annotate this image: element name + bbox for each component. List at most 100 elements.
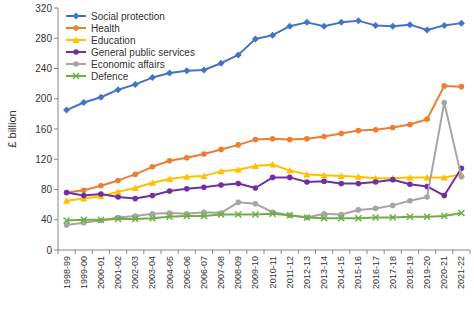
x-tick-label: 2012-13 bbox=[302, 256, 312, 289]
legend: Social protectionHealthEducationGeneral … bbox=[66, 11, 195, 82]
y-tick-label: 160 bbox=[35, 124, 52, 135]
point-marker bbox=[184, 186, 190, 192]
point-marker bbox=[373, 127, 379, 133]
y-axis-title: £ billion bbox=[6, 110, 18, 147]
point-marker bbox=[406, 21, 413, 28]
y-tick bbox=[54, 250, 58, 251]
y-tick bbox=[54, 219, 58, 220]
point-marker bbox=[321, 178, 327, 184]
point-marker bbox=[98, 191, 104, 197]
x-tick-label: 2003-04 bbox=[147, 256, 157, 289]
point-marker bbox=[303, 19, 310, 26]
x-tick bbox=[92, 250, 93, 254]
legend-label: Economic affairs bbox=[91, 59, 165, 70]
point-marker bbox=[253, 137, 259, 143]
series-line bbox=[67, 213, 462, 221]
x-tick-label: 2005-06 bbox=[182, 256, 192, 289]
point-marker bbox=[132, 196, 138, 202]
point-marker bbox=[459, 84, 465, 90]
x-tick bbox=[332, 250, 333, 254]
point-marker bbox=[355, 173, 362, 180]
point-marker bbox=[200, 172, 207, 179]
point-marker bbox=[458, 210, 464, 216]
x-tick-label: 2011-12 bbox=[285, 256, 295, 288]
point-marker bbox=[390, 214, 396, 220]
x-tick-label: 2001-02 bbox=[113, 256, 123, 289]
y-tick-label: 0 bbox=[46, 245, 52, 256]
y-axis bbox=[58, 8, 59, 250]
x-tick-label: 1998-99 bbox=[62, 256, 72, 289]
point-marker bbox=[166, 70, 173, 77]
x-tick-label: 2015-16 bbox=[353, 256, 363, 289]
point-marker bbox=[184, 213, 190, 219]
point-marker bbox=[286, 167, 293, 174]
point-marker bbox=[98, 217, 104, 223]
point-marker bbox=[115, 194, 121, 200]
x-tick-label: 2016-17 bbox=[371, 256, 381, 289]
y-tick-label: 40 bbox=[41, 214, 53, 225]
series bbox=[64, 210, 465, 224]
y-tick bbox=[54, 8, 58, 9]
point-marker bbox=[184, 155, 190, 161]
series-line bbox=[67, 21, 462, 110]
point-marker bbox=[183, 67, 190, 74]
point-marker bbox=[304, 179, 310, 185]
point-marker bbox=[115, 188, 122, 195]
x-tick bbox=[126, 250, 127, 254]
y-tick bbox=[54, 129, 58, 130]
x-tick bbox=[452, 250, 453, 254]
point-marker bbox=[64, 190, 70, 196]
point-marker bbox=[373, 179, 379, 185]
series bbox=[64, 166, 464, 202]
point-marker bbox=[81, 187, 87, 193]
legend-label: Health bbox=[91, 23, 120, 34]
point-marker bbox=[73, 73, 79, 79]
point-marker bbox=[132, 184, 139, 191]
point-marker bbox=[269, 32, 276, 39]
series bbox=[63, 17, 465, 113]
point-marker bbox=[73, 61, 79, 67]
chart: 04080120160200240280320£ billion1998-991… bbox=[0, 0, 474, 316]
x-tick-label: 2021-22 bbox=[456, 256, 466, 289]
series-line bbox=[67, 103, 462, 226]
point-marker bbox=[150, 193, 156, 199]
y-tick bbox=[54, 159, 58, 160]
point-marker bbox=[355, 17, 362, 24]
x-tick bbox=[281, 250, 282, 254]
x-tick bbox=[109, 250, 110, 254]
point-marker bbox=[303, 171, 310, 178]
x-tick-label: 2020-21 bbox=[439, 256, 449, 289]
legend-label: Social protection bbox=[91, 11, 165, 22]
point-marker bbox=[149, 179, 156, 186]
point-marker bbox=[218, 60, 225, 67]
point-marker bbox=[441, 174, 448, 181]
x-tick-label: 2019-20 bbox=[422, 256, 432, 289]
point-marker bbox=[97, 94, 104, 101]
y-tick-label: 280 bbox=[35, 33, 52, 44]
point-marker bbox=[201, 184, 207, 190]
point-marker bbox=[150, 164, 156, 170]
point-marker bbox=[166, 175, 173, 182]
y-tick-label: 80 bbox=[41, 184, 53, 195]
x-tick-label: 2002-03 bbox=[130, 256, 140, 289]
point-marker bbox=[167, 158, 173, 164]
point-marker bbox=[338, 131, 344, 137]
point-marker bbox=[373, 214, 379, 220]
x-tick bbox=[418, 250, 419, 254]
x-tick-label: 2004-05 bbox=[165, 256, 175, 289]
point-marker bbox=[201, 213, 207, 219]
point-marker bbox=[287, 137, 293, 143]
point-marker bbox=[218, 147, 224, 153]
x-tick bbox=[58, 250, 59, 254]
point-marker bbox=[167, 214, 173, 220]
point-marker bbox=[287, 212, 293, 218]
point-marker bbox=[252, 163, 259, 170]
point-marker bbox=[80, 99, 87, 106]
series bbox=[64, 100, 464, 228]
point-marker bbox=[132, 216, 138, 222]
point-marker bbox=[321, 23, 328, 30]
point-marker bbox=[235, 181, 241, 187]
point-marker bbox=[235, 200, 241, 206]
legend-label: General public services bbox=[91, 47, 195, 58]
point-marker bbox=[390, 125, 396, 131]
